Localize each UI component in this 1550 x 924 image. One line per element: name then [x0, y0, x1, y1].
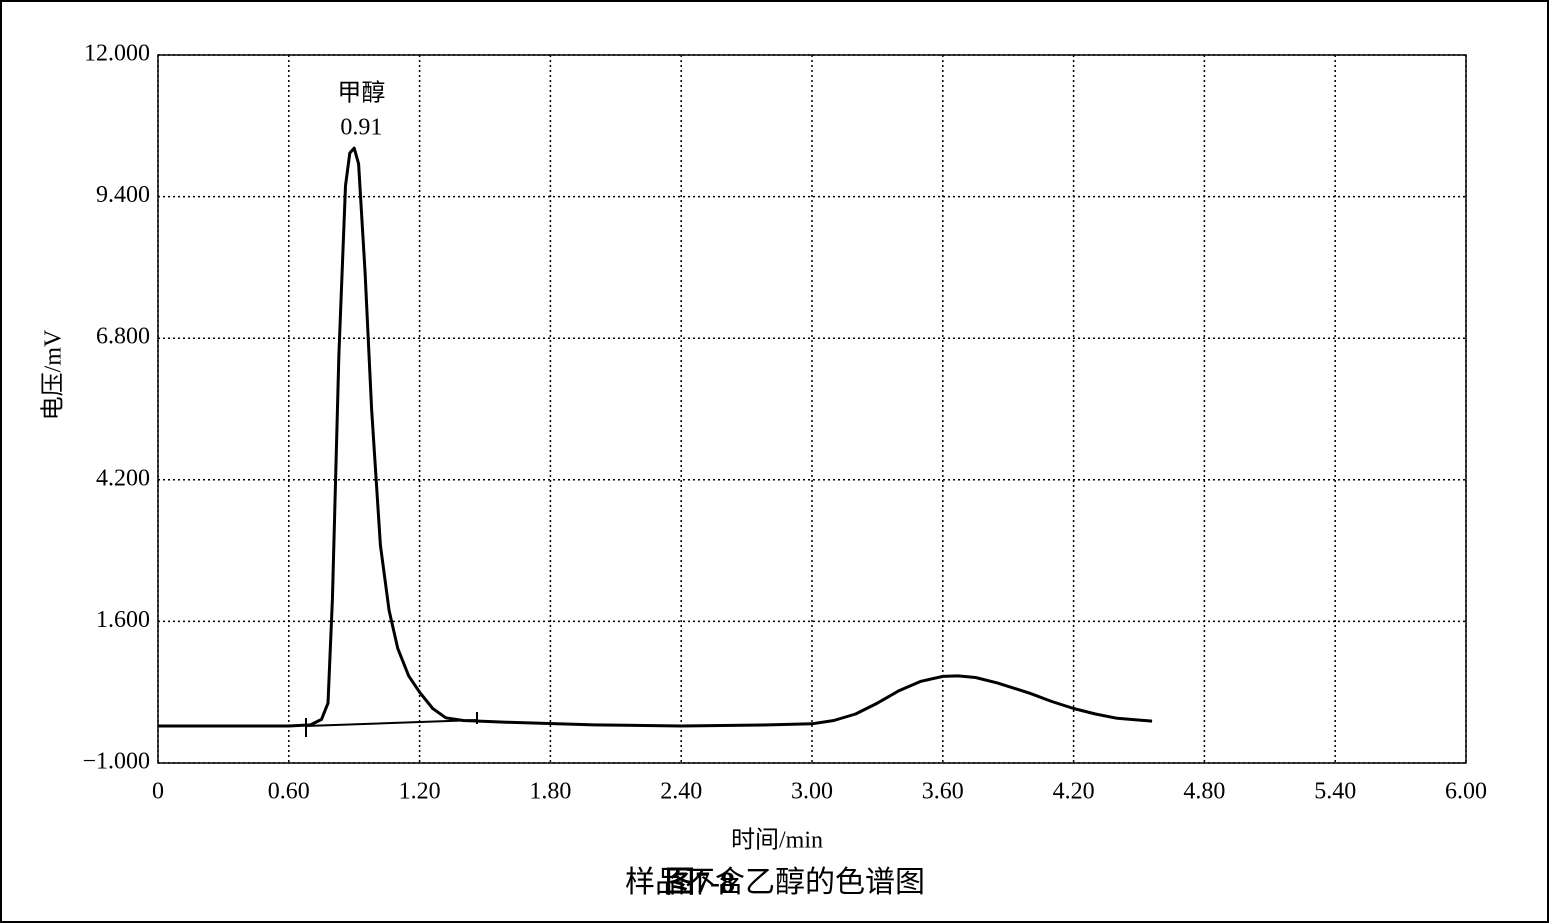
- y-tick-label: 9.400: [96, 182, 150, 208]
- y-tick-label: 1.600: [96, 607, 150, 633]
- integration-baseline: [305, 719, 478, 727]
- trace: [158, 146, 1153, 728]
- y-tick-label: 6.800: [96, 324, 150, 350]
- x-tick-label: 6.00: [1445, 779, 1487, 805]
- x-tick-label: 1.20: [399, 779, 441, 805]
- caption-label: 图7-8: [665, 866, 735, 899]
- x-tick-label: 0.60: [268, 779, 310, 805]
- x-tick-label: 4.20: [1053, 779, 1095, 805]
- x-tick-label: 2.40: [660, 779, 702, 805]
- x-tick-label: 4.80: [1183, 779, 1225, 805]
- x-tick-label: 1.80: [529, 779, 571, 805]
- x-tick-label: 3.60: [922, 779, 964, 805]
- y-tick-label: −1.000: [82, 749, 150, 775]
- caption-text: 样品不含乙醇的色谱图: [625, 866, 925, 899]
- y-tick-label: 4.200: [96, 465, 150, 491]
- x-axis-label: 时间/min: [731, 827, 823, 854]
- x-tick-label: 5.40: [1314, 779, 1356, 805]
- x-tick-label: 3.00: [791, 779, 833, 805]
- y-axis-label: 电压/mV: [40, 329, 67, 420]
- x-tick-label: 0: [152, 779, 164, 805]
- peak-name: 甲醇: [337, 80, 385, 107]
- y-tick-label: 12.000: [84, 41, 150, 67]
- peak-time: 0.91: [340, 115, 382, 141]
